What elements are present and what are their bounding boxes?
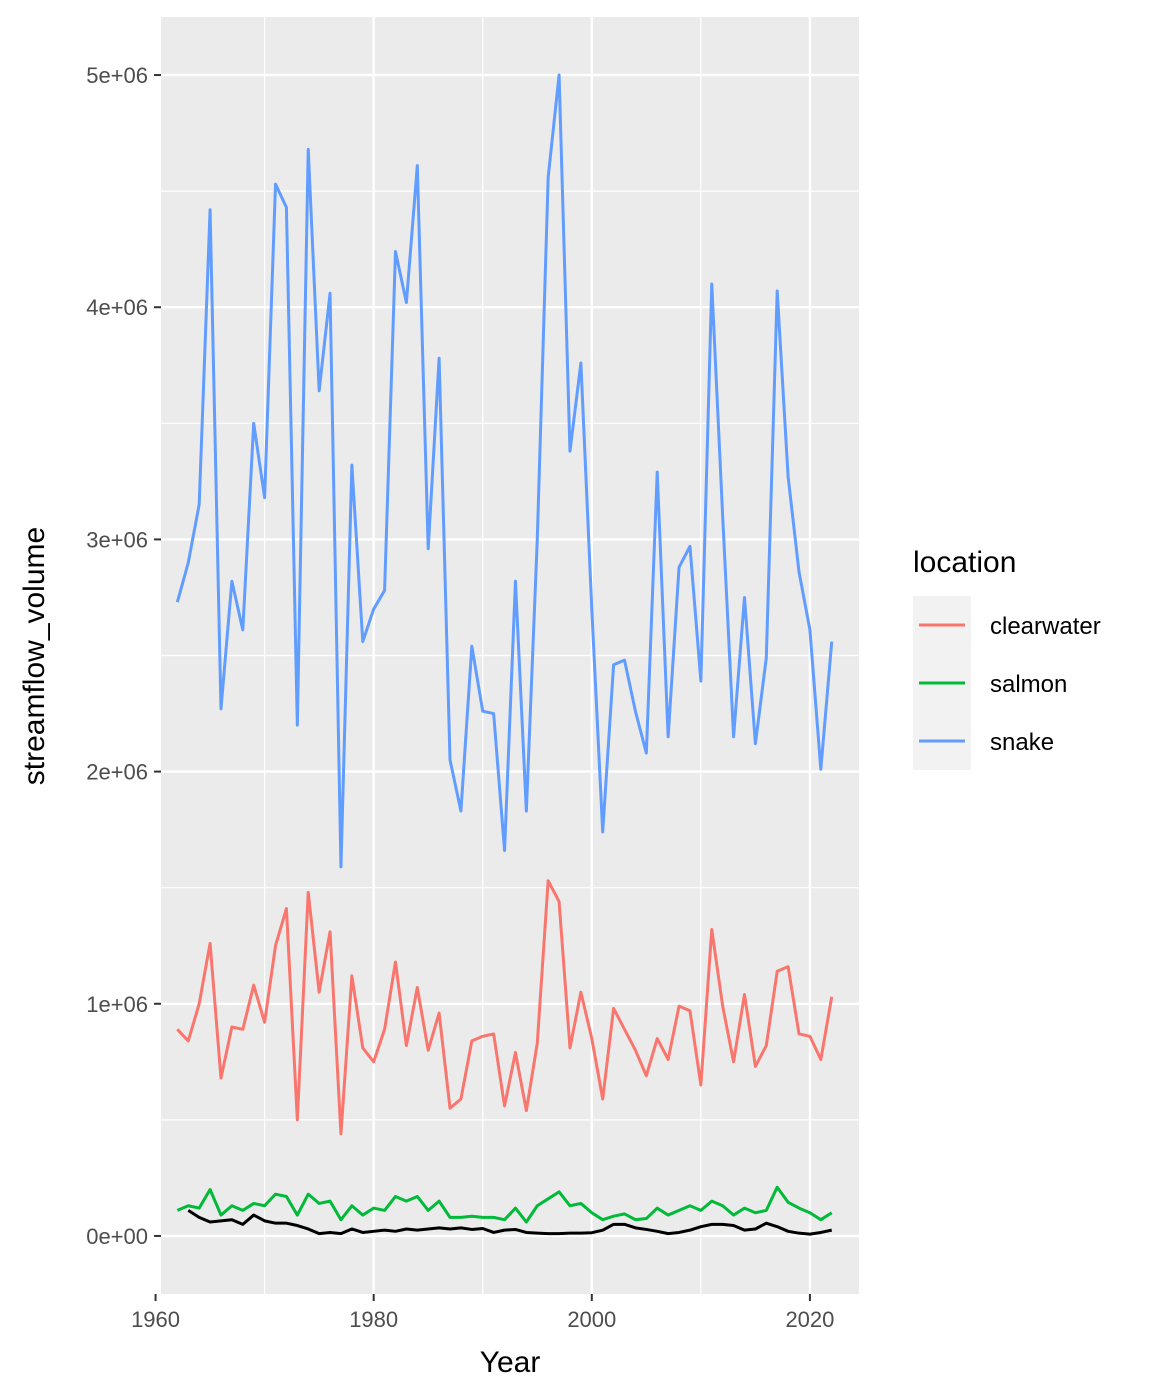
series-line-snake [175, 73, 834, 869]
legend-label: clearwater [990, 613, 1101, 640]
y-tick-label: 2e+06 [86, 760, 148, 785]
y-tick-label: 5e+06 [86, 63, 148, 88]
series-line-unlabeled [187, 1209, 833, 1236]
legend: location clearwater salmon snake [913, 546, 1101, 770]
y-tick-label: 0e+00 [86, 1224, 148, 1249]
legend-label: snake [990, 729, 1054, 756]
series-line-salmon [176, 1185, 833, 1224]
legend-title: location [913, 546, 1016, 579]
x-tick-label: 1980 [349, 1307, 398, 1332]
major-gridlines [154, 17, 859, 1294]
y-axis-ticks: 0e+00 1e+06 2e+06 3e+06 4e+06 5e+06 [86, 63, 161, 1249]
x-tick-label: 2000 [567, 1307, 616, 1332]
legend-label: salmon [990, 671, 1067, 698]
x-tick-label: 2020 [785, 1307, 834, 1332]
legend-keys: clearwater salmon snake [913, 596, 1101, 770]
y-tick-label: 4e+06 [86, 295, 148, 320]
y-tick-label: 3e+06 [86, 527, 148, 552]
x-axis-title: Year [480, 1346, 541, 1379]
series-line-clearwater [176, 879, 834, 1136]
y-tick-label: 1e+06 [86, 992, 148, 1017]
x-tick-label: 1960 [131, 1307, 180, 1332]
y-axis-title: streamflow_volume [18, 527, 51, 785]
x-axis-ticks: 1960 1980 2000 2020 [131, 1294, 834, 1332]
series-lines [175, 73, 834, 1236]
